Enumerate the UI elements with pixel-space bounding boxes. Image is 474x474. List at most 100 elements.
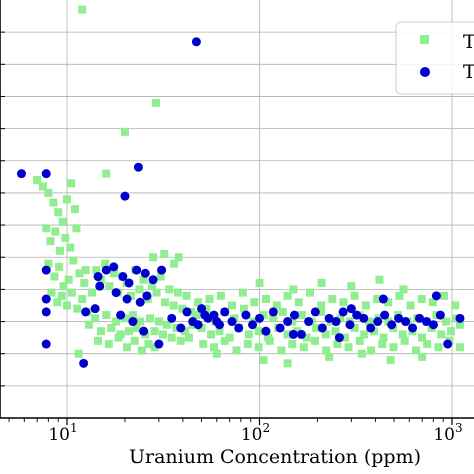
data-point-square xyxy=(220,336,229,345)
data-point-square xyxy=(209,343,218,352)
data-point-square xyxy=(207,330,216,339)
data-point-square xyxy=(92,266,101,275)
axes xyxy=(0,0,474,419)
data-point-square xyxy=(94,336,103,345)
data-point-square xyxy=(149,253,158,262)
data-point-square xyxy=(84,320,93,329)
data-point-square xyxy=(176,336,185,345)
data-point-square xyxy=(152,98,161,107)
data-point-square xyxy=(80,278,89,287)
x-tick-exponent: 3 xyxy=(455,421,463,435)
data-point-square xyxy=(254,343,263,352)
data-point-square xyxy=(105,282,114,291)
data-point-circle xyxy=(41,169,51,179)
data-point-circle xyxy=(428,320,438,330)
x-axis-ticks: 101 102 103 xyxy=(8,418,463,445)
data-point-circle xyxy=(380,310,390,320)
data-point-square xyxy=(44,188,53,197)
x-tick-label: 101 xyxy=(48,421,77,445)
data-point-square xyxy=(47,288,56,297)
data-point-circle xyxy=(118,272,128,282)
data-point-square xyxy=(310,336,319,345)
data-point-square xyxy=(386,356,395,365)
data-point-square xyxy=(269,314,278,323)
data-point-square xyxy=(331,327,340,336)
data-point-circle xyxy=(359,313,369,323)
data-point-square xyxy=(139,275,148,284)
data-point-square xyxy=(170,259,179,268)
data-point-square xyxy=(277,346,286,355)
data-point-square xyxy=(294,298,303,307)
data-point-circle xyxy=(334,333,344,343)
data-point-square xyxy=(120,314,129,323)
data-point-square xyxy=(136,317,145,326)
data-point-square xyxy=(365,317,374,326)
data-point-square xyxy=(272,301,281,310)
data-point-square xyxy=(347,282,356,291)
data-point-square xyxy=(156,272,165,281)
data-point-circle xyxy=(124,278,134,288)
data-point-square xyxy=(169,301,178,310)
data-point-square xyxy=(259,356,268,365)
data-point-circle xyxy=(182,307,192,317)
data-point-square xyxy=(104,340,113,349)
data-point-square xyxy=(336,314,345,323)
data-point-circle xyxy=(345,320,355,330)
data-point-circle xyxy=(324,313,334,323)
data-point-square xyxy=(238,288,247,297)
data-point-circle xyxy=(200,310,210,320)
data-point-square xyxy=(278,307,287,316)
data-point-circle xyxy=(373,317,383,327)
data-point-square xyxy=(265,336,274,345)
data-point-square xyxy=(109,269,118,278)
data-point-square xyxy=(312,323,321,332)
data-point-circle xyxy=(41,265,51,275)
data-point-square xyxy=(146,314,155,323)
data-point-square xyxy=(74,349,83,358)
data-point-square xyxy=(101,259,110,268)
data-point-circle xyxy=(167,313,177,323)
data-point-circle xyxy=(317,323,327,333)
data-point-square xyxy=(212,349,221,358)
data-point-square xyxy=(328,295,337,304)
x-tick-exponent: 2 xyxy=(263,421,271,435)
data-point-circle xyxy=(338,307,348,317)
data-point-circle xyxy=(261,326,271,336)
data-point-circle xyxy=(431,291,441,301)
data-point-square xyxy=(112,317,121,326)
data-point-square xyxy=(64,275,73,284)
data-point-circle xyxy=(283,317,293,327)
data-point-square xyxy=(150,343,159,352)
data-point-circle xyxy=(346,304,356,314)
data-point-square xyxy=(340,333,349,342)
data-point-circle xyxy=(296,329,306,339)
data-point-square xyxy=(194,298,203,307)
data-point-circle xyxy=(352,310,362,320)
data-point-square xyxy=(158,330,167,339)
data-point-square xyxy=(375,275,384,284)
data-point-square xyxy=(61,233,70,242)
data-point-circle xyxy=(140,268,150,278)
data-point-square xyxy=(126,291,135,300)
data-point-square xyxy=(418,352,427,361)
data-point-square xyxy=(44,259,53,268)
data-point-circle xyxy=(135,297,145,307)
data-point-square xyxy=(130,336,139,345)
data-point-square xyxy=(434,343,443,352)
data-point-square xyxy=(373,295,382,304)
data-point-circle xyxy=(408,323,418,333)
data-point-square xyxy=(46,237,55,246)
data-point-circle xyxy=(227,317,237,327)
data-point-square xyxy=(216,291,225,300)
data-point-square xyxy=(379,333,388,342)
data-point-square xyxy=(167,333,176,342)
data-point-square xyxy=(63,301,71,310)
data-point-circle xyxy=(111,288,121,298)
data-point-circle xyxy=(220,307,230,317)
data-point-square xyxy=(446,327,455,336)
data-point-square xyxy=(57,291,66,300)
data-point-square xyxy=(162,320,171,329)
data-point-circle xyxy=(79,358,89,368)
data-point-circle xyxy=(157,265,167,275)
data-point-circle xyxy=(191,37,201,47)
